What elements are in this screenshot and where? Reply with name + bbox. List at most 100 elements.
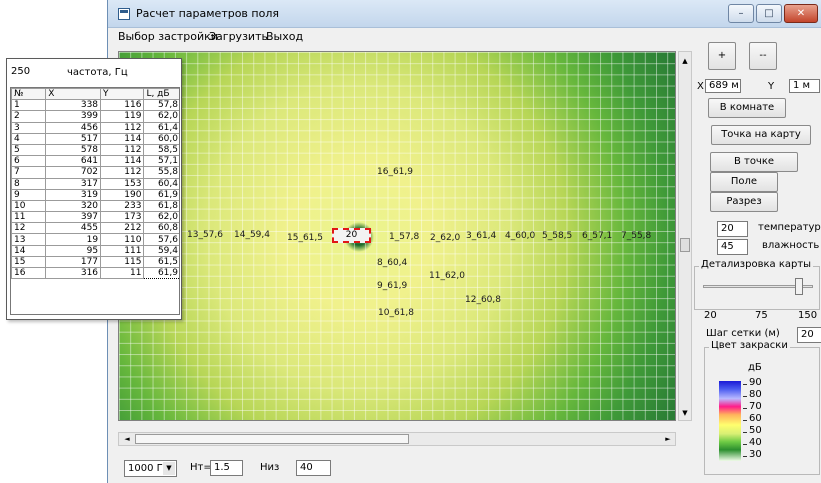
level-cell[interactable]: 61,8 bbox=[143, 199, 179, 213]
scroll-right-icon[interactable]: ► bbox=[665, 435, 671, 443]
level-cell[interactable]: 61,5 bbox=[143, 255, 179, 269]
menu-load[interactable]: Загрузить bbox=[209, 30, 268, 43]
table-row[interactable]: 7 702 112 55,8 bbox=[11, 166, 179, 179]
point-on-map-button[interactable]: Точка на карту bbox=[711, 125, 811, 145]
y-cell[interactable]: 173 bbox=[100, 211, 145, 224]
points-table[interactable]: № X Y L, дБ 1 338 116 57,8 2 399 119 62,0 3 456 11… bbox=[10, 87, 180, 315]
y-cell[interactable]: 233 bbox=[100, 199, 145, 213]
table-row[interactable]: 13 19 110 57,6 bbox=[11, 233, 179, 246]
vertical-scrollbar[interactable]: ▲ ▼ bbox=[678, 51, 692, 421]
x-cell[interactable]: 320 bbox=[45, 199, 102, 213]
level-cell[interactable]: 57,8 bbox=[143, 99, 179, 112]
row-number-cell[interactable]: 13 bbox=[11, 233, 47, 246]
ht-input[interactable]: 1.5 bbox=[210, 460, 243, 476]
level-cell[interactable]: 57,6 bbox=[143, 233, 179, 246]
table-row[interactable]: 16 316 11 61,9 bbox=[11, 266, 179, 280]
row-number-cell[interactable]: 7 bbox=[11, 166, 47, 179]
row-number-cell[interactable]: 6 bbox=[11, 155, 47, 168]
table-row[interactable]: 12 455 212 60,8 bbox=[11, 222, 179, 235]
row-number-cell[interactable]: 9 bbox=[11, 188, 47, 201]
level-cell[interactable]: 55,8 bbox=[143, 166, 179, 179]
maximize-button[interactable]: □ bbox=[756, 4, 782, 23]
at-point-button[interactable]: В точке bbox=[710, 152, 798, 172]
table-row[interactable]: 4 517 114 60,0 bbox=[11, 132, 179, 145]
scroll-down-icon[interactable]: ▼ bbox=[682, 409, 688, 417]
table-row[interactable]: 1 338 116 57,8 bbox=[11, 99, 179, 112]
grid-step-input[interactable]: 20 bbox=[797, 327, 821, 343]
table-row[interactable]: 10 320 233 61,8 bbox=[11, 199, 179, 213]
table-row[interactable]: 3 456 112 61,4 bbox=[11, 121, 179, 134]
x-cell[interactable]: 517 bbox=[45, 132, 102, 145]
x-cell[interactable]: 399 bbox=[45, 110, 102, 123]
level-cell[interactable]: 61,9 bbox=[143, 266, 179, 280]
frequency-select[interactable]: 1000 Гц ▼ bbox=[124, 460, 177, 477]
close-button[interactable]: ✕ bbox=[784, 4, 818, 23]
y-cell[interactable]: 153 bbox=[100, 177, 145, 190]
x-coordinate-field[interactable]: 689 м bbox=[705, 79, 741, 93]
y-cell[interactable]: 111 bbox=[100, 244, 145, 257]
points-table-window[interactable]: 250 частота, Гц № X Y L, дБ 1 338 116 57,8 2… bbox=[6, 58, 182, 320]
map-detail-slider-thumb[interactable] bbox=[795, 278, 803, 295]
minimize-button[interactable]: – bbox=[728, 4, 754, 23]
horizontal-scrollbar[interactable]: ◄ ► bbox=[118, 432, 676, 446]
x-cell[interactable]: 95 bbox=[45, 244, 102, 257]
frequency-value[interactable]: 250 bbox=[11, 66, 31, 77]
y-cell[interactable]: 116 bbox=[100, 99, 145, 112]
x-cell[interactable]: 177 bbox=[45, 255, 102, 269]
row-number-cell[interactable]: 5 bbox=[11, 143, 47, 157]
row-number-cell[interactable]: 1 bbox=[11, 99, 47, 112]
row-number-cell[interactable]: 2 bbox=[11, 110, 47, 123]
table-row[interactable]: 2 399 119 62,0 bbox=[11, 110, 179, 123]
y-cell[interactable]: 190 bbox=[100, 188, 145, 201]
title-bar[interactable]: Расчет параметров поля – □ ✕ bbox=[108, 0, 821, 28]
level-cell[interactable]: 60,4 bbox=[143, 177, 179, 190]
table-row[interactable]: 11 397 173 62,0 bbox=[11, 211, 179, 224]
row-number-cell[interactable]: 14 bbox=[11, 244, 47, 257]
x-cell[interactable]: 702 bbox=[45, 166, 102, 179]
level-cell[interactable]: 57,1 bbox=[143, 155, 179, 168]
y-cell[interactable]: 115 bbox=[100, 255, 145, 269]
scroll-up-icon[interactable]: ▲ bbox=[682, 57, 688, 65]
y-cell[interactable]: 114 bbox=[100, 155, 145, 168]
row-number-cell[interactable]: 10 bbox=[11, 199, 47, 213]
y-cell[interactable]: 110 bbox=[100, 233, 145, 246]
table-row[interactable]: 8 317 153 60,4 bbox=[11, 177, 179, 190]
level-cell[interactable]: 61,4 bbox=[143, 121, 179, 134]
temperature-input[interactable]: 20 bbox=[717, 221, 748, 237]
in-room-button[interactable]: В комнате bbox=[708, 98, 786, 118]
y-cell[interactable]: 112 bbox=[100, 166, 145, 179]
table-row[interactable]: 14 95 111 59,4 bbox=[11, 244, 179, 257]
level-cell[interactable]: 62,0 bbox=[143, 110, 179, 123]
map-detail-slider-track[interactable] bbox=[703, 285, 813, 288]
table-row[interactable]: 5 578 112 58,5 bbox=[11, 143, 179, 157]
y-cell[interactable]: 119 bbox=[100, 110, 145, 123]
level-cell[interactable]: 61,9 bbox=[143, 188, 179, 201]
x-cell[interactable]: 455 bbox=[45, 222, 102, 235]
x-cell[interactable]: 319 bbox=[45, 188, 102, 201]
y-cell[interactable]: 11 bbox=[100, 266, 145, 280]
table-row[interactable]: 9 319 190 61,9 bbox=[11, 188, 179, 201]
zoom-out-button[interactable]: -- bbox=[749, 42, 777, 70]
row-number-cell[interactable]: 16 bbox=[11, 266, 47, 280]
level-cell[interactable]: 58,5 bbox=[143, 143, 179, 157]
row-number-cell[interactable]: 3 bbox=[11, 121, 47, 134]
x-cell[interactable]: 338 bbox=[45, 99, 102, 112]
level-cell[interactable]: 60,8 bbox=[143, 222, 179, 235]
level-cell[interactable]: 62,0 bbox=[143, 211, 179, 224]
zoom-in-button[interactable]: + bbox=[708, 42, 736, 70]
row-number-cell[interactable]: 8 bbox=[11, 177, 47, 190]
x-cell[interactable]: 578 bbox=[45, 143, 102, 157]
row-number-cell[interactable]: 12 bbox=[11, 222, 47, 235]
y-cell[interactable]: 112 bbox=[100, 143, 145, 157]
x-cell[interactable]: 317 bbox=[45, 177, 102, 190]
menu-select-building[interactable]: Выбор застройки bbox=[118, 30, 218, 43]
section-button[interactable]: Разрез bbox=[710, 192, 778, 212]
x-cell[interactable]: 316 bbox=[45, 266, 102, 280]
y-coordinate-field[interactable]: 1 м bbox=[789, 79, 820, 93]
x-cell[interactable]: 641 bbox=[45, 155, 102, 168]
row-number-cell[interactable]: 4 bbox=[11, 132, 47, 145]
menu-exit[interactable]: Выход bbox=[266, 30, 304, 43]
table-row[interactable]: 15 177 115 61,5 bbox=[11, 255, 179, 269]
chevron-down-icon[interactable]: ▼ bbox=[163, 462, 175, 475]
vertical-scroll-thumb[interactable] bbox=[680, 238, 690, 252]
